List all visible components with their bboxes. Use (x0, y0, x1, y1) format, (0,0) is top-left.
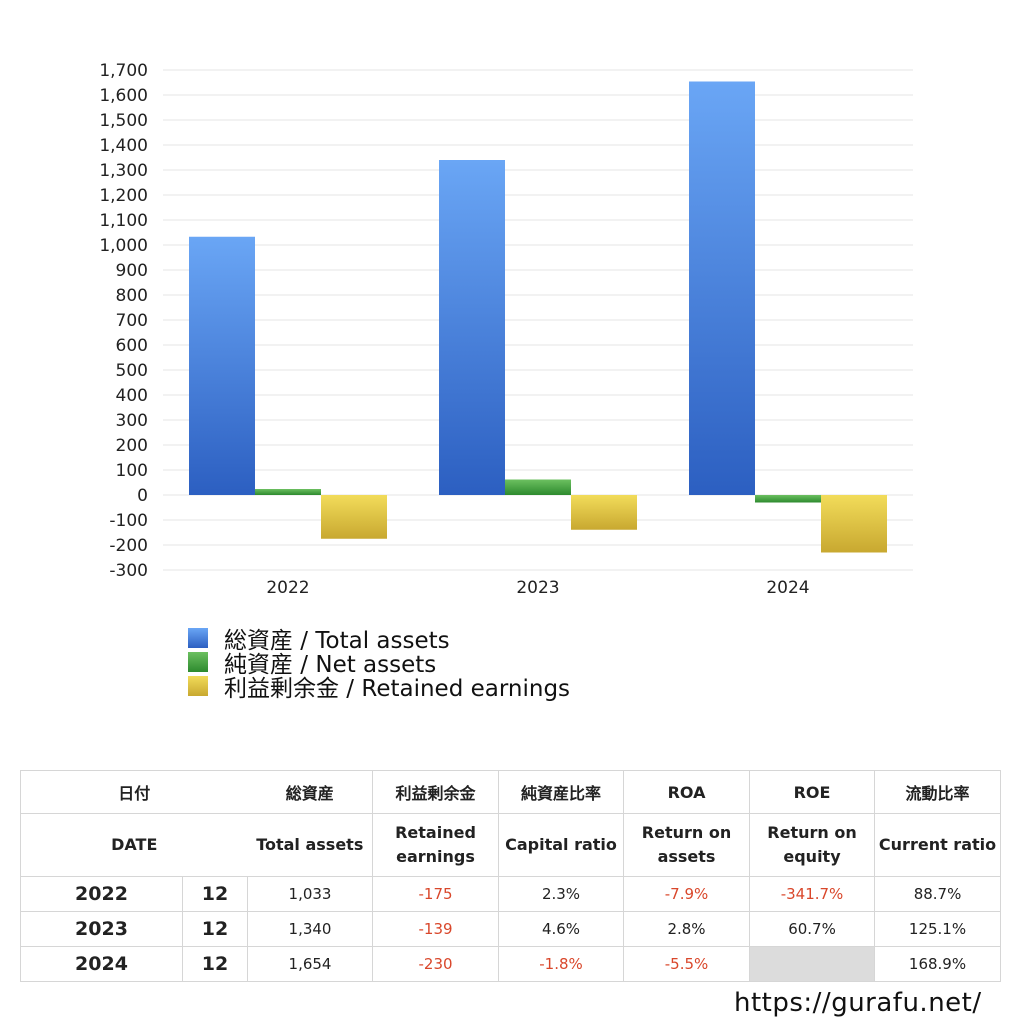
bar-total-assets (189, 236, 255, 495)
cell-current-ratio: 88.7% (874, 876, 1002, 912)
y-tick-label: 1,500 (99, 111, 148, 131)
header-capital-ratio-en: Capital ratio (498, 813, 625, 877)
bar-net-assets (255, 489, 321, 495)
y-tick-label: 500 (116, 361, 148, 381)
financial-table: 日付 総資産 利益剰余金 純資産比率 ROA ROE 流動比率 DATE Tot… (19, 770, 1002, 982)
table-row: 2023 12 1,340 -139 4.6% 2.8% 60.7% 125.1… (20, 911, 1002, 947)
table-row: 2024 12 1,654 -230 -1.8% -5.5% 168.9% (20, 946, 1002, 982)
bar-retained-earnings (821, 495, 887, 553)
y-tick-label: -100 (109, 511, 148, 531)
legend-item-retained-earnings: 利益剰余金 / Retained earnings (188, 674, 570, 702)
cell-year: 2022 (20, 876, 183, 912)
legend-label-total-assets: 総資産 / Total assets (224, 628, 450, 654)
cell-total-assets: 1,340 (247, 911, 374, 947)
y-tick-label: 200 (116, 436, 148, 456)
table-header-en: DATE Total assets Retained earnings Capi… (19, 813, 1002, 877)
header-total-assets-jp: 総資産 (247, 770, 374, 814)
cell-retained-earnings: -175 (372, 876, 500, 912)
cell-retained-earnings: -139 (372, 911, 500, 947)
bar-chart: 1,700 1,600 1,500 1,400 1,300 1,200 1,100 1,000… (99, 61, 913, 598)
cell-capital-ratio: 4.6% (498, 911, 625, 947)
y-tick-label: 400 (116, 386, 148, 406)
y-tick-label: -200 (109, 536, 148, 556)
cell-current-ratio: 168.9% (874, 946, 1002, 982)
cell-roa: -5.5% (623, 946, 751, 982)
x-tick-label: 2022 (266, 578, 309, 598)
header-current-ratio-en: Current ratio (874, 813, 1002, 877)
cell-retained-earnings: -230 (372, 946, 500, 982)
y-tick-label: 1,000 (99, 236, 148, 256)
y-tick-label: 1,100 (99, 211, 148, 231)
cell-roe: 60.7% (749, 911, 876, 947)
y-tick-label: 900 (116, 261, 148, 281)
header-retained-earnings-jp: 利益剰余金 (372, 770, 500, 814)
bar-total-assets (439, 160, 505, 495)
header-roa-en: Return on assets (623, 813, 751, 877)
header-roe-jp: ROE (749, 770, 876, 814)
cell-current-ratio: 125.1% (874, 911, 1002, 947)
header-capital-ratio-jp: 純資産比率 (498, 770, 625, 814)
header-roe-en: Return on equity (749, 813, 876, 877)
x-tick-label: 2024 (766, 578, 809, 598)
legend-label-net-assets: 純資産 / Net assets (224, 652, 437, 678)
x-tick-label: 2023 (516, 578, 559, 598)
y-tick-label: 1,400 (99, 136, 148, 156)
cell-total-assets: 1,654 (247, 946, 374, 982)
cell-month: 12 (181, 911, 249, 947)
legend-swatch-net-assets (188, 652, 208, 672)
legend-item-total-assets: 総資産 / Total assets (188, 626, 570, 654)
header-date-jp: 日付 (19, 770, 248, 814)
header-total-assets-en: Total assets (247, 813, 374, 877)
bar-net-assets (755, 495, 821, 503)
legend-swatch-total-assets (188, 628, 208, 648)
y-tick-label: 1,200 (99, 186, 148, 206)
bar-retained-earnings (571, 495, 637, 530)
cell-month: 12 (181, 946, 249, 982)
header-date-en: DATE (19, 813, 248, 877)
cell-year: 2024 (20, 946, 183, 982)
y-tick-label: 700 (116, 311, 148, 331)
cell-roe: -341.7% (749, 876, 876, 912)
header-roa-jp: ROA (623, 770, 751, 814)
cell-total-assets: 1,033 (247, 876, 374, 912)
y-tick-label: 1,700 (99, 61, 148, 81)
table-header-jp: 日付 総資産 利益剰余金 純資産比率 ROA ROE 流動比率 (19, 770, 1002, 814)
bar-retained-earnings (321, 495, 387, 539)
cell-roe-empty (749, 946, 876, 982)
cell-roa: -7.9% (623, 876, 751, 912)
cell-capital-ratio: 2.3% (498, 876, 625, 912)
table-row: 2022 12 1,033 -175 2.3% -7.9% -341.7% 88… (20, 876, 1002, 912)
site-url: https://gurafu.net/ (734, 988, 982, 1018)
cell-year: 2023 (20, 911, 183, 947)
legend-item-net-assets: 純資産 / Net assets (188, 650, 570, 678)
cell-month: 12 (181, 876, 249, 912)
legend-swatch-retained-earnings (188, 676, 208, 696)
chart-legend: 総資産 / Total assets 純資産 / Net assets 利益剰余… (188, 626, 570, 702)
header-current-ratio-jp: 流動比率 (874, 770, 1002, 814)
header-retained-earnings-en: Retained earnings (372, 813, 500, 877)
y-tick-label: -300 (109, 561, 148, 581)
y-tick-label: 300 (116, 411, 148, 431)
bar-net-assets (505, 479, 571, 495)
legend-label-retained-earnings: 利益剰余金 / Retained earnings (224, 676, 571, 702)
y-tick-label: 1,300 (99, 161, 148, 181)
bar-total-assets (689, 81, 755, 495)
y-tick-label: 1,600 (99, 86, 148, 106)
y-tick-label: 0 (137, 486, 148, 506)
y-tick-label: 600 (116, 336, 148, 356)
cell-capital-ratio: -1.8% (498, 946, 625, 982)
cell-roa: 2.8% (623, 911, 751, 947)
y-tick-label: 800 (116, 286, 148, 306)
y-tick-label: 100 (116, 461, 148, 481)
